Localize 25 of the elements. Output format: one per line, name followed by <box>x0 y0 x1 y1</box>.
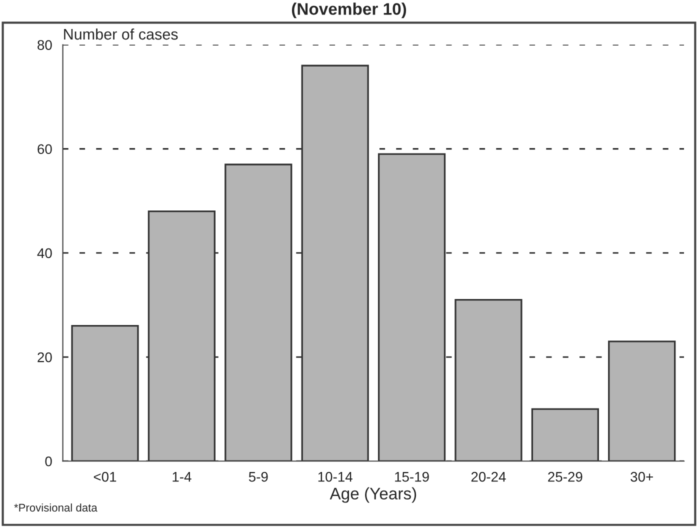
y-tick-label: 40 <box>37 248 52 258</box>
bar <box>71 324 139 462</box>
x-axis-title: Age (Years) <box>330 487 416 503</box>
y-tick-label: 60 <box>38 144 52 154</box>
bar <box>454 298 522 462</box>
y-tick-label: 0 <box>45 456 52 466</box>
bar <box>531 408 599 462</box>
x-tick-label: 5-9 <box>248 472 268 482</box>
y-tick-label: 80 <box>38 40 52 50</box>
x-tick-label: 30+ <box>630 472 653 482</box>
bar <box>224 164 292 462</box>
text: *Provisional data <box>14 503 98 512</box>
x-tick-label: 10-14 <box>318 472 352 482</box>
bar <box>378 153 446 462</box>
x-tick-label: 25-29 <box>548 472 582 482</box>
y-axis-title: Number of cases <box>64 28 178 40</box>
bar <box>301 64 369 462</box>
bar <box>148 210 216 462</box>
y-tick-label: 20 <box>38 352 52 362</box>
x-tick-label: 1-4 <box>172 472 192 482</box>
x-tick-label: <01 <box>94 472 116 482</box>
chart-title: (November 10) <box>292 2 406 18</box>
bar <box>608 340 676 462</box>
x-tick-label: 20-24 <box>471 472 506 482</box>
x-tick-label: 15-19 <box>395 472 429 482</box>
